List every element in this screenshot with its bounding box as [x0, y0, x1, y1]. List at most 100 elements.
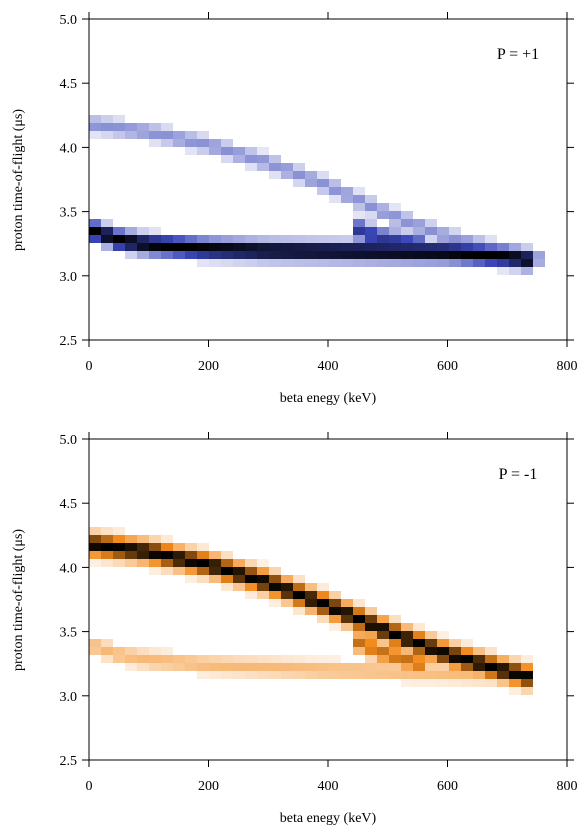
heatmap-cell [329, 259, 341, 267]
heatmap-cell [365, 623, 377, 631]
heatmap-cell [125, 551, 137, 559]
heatmap-cell [353, 251, 365, 259]
heatmap-cell [377, 211, 389, 219]
heatmap-cell [257, 591, 269, 599]
heatmap-cell [485, 259, 497, 267]
heatmap-cell [101, 639, 113, 647]
heatmap-cell [305, 171, 317, 179]
heatmap-cell [257, 559, 269, 567]
heatmap-cell [377, 615, 389, 623]
heatmap-cell [125, 655, 137, 663]
heatmap-cell [137, 131, 149, 139]
heatmap-cell [221, 235, 233, 243]
y-tick-label: 5.0 [60, 13, 78, 28]
y-tick-label: 2.5 [60, 754, 78, 769]
heatmap-cell [293, 607, 305, 615]
heatmap-cell [173, 243, 185, 251]
heatmap-cell [185, 551, 197, 559]
heatmap-cell [161, 655, 173, 663]
heatmap-cell [401, 211, 413, 219]
heatmap-cell [365, 203, 377, 211]
heatmap-cell [449, 663, 461, 671]
heatmap-cell [293, 235, 305, 243]
x-tick-label: 800 [557, 359, 578, 374]
heatmap-cell [149, 139, 161, 147]
heatmap-cell [113, 655, 125, 663]
heatmap-cell [437, 259, 449, 267]
heatmap-cell [509, 243, 521, 251]
y-tick-label: 3.5 [60, 626, 78, 641]
heatmap-cell [521, 243, 533, 251]
heatmap-cell [425, 259, 437, 267]
heatmap-cell [233, 243, 245, 251]
heatmap-cell [269, 583, 281, 591]
heatmap-cell [293, 171, 305, 179]
heatmap-cell [389, 615, 401, 623]
heatmap-cell [509, 267, 521, 275]
heatmap-cell [521, 679, 533, 687]
heatmap-cell [125, 543, 137, 551]
heatmap-cell [113, 559, 125, 567]
heatmap-cell [317, 235, 329, 243]
heatmap-cell [437, 663, 449, 671]
x-tick-label: 200 [198, 779, 219, 794]
heatmap-cell [341, 243, 353, 251]
heatmap-cell [173, 543, 185, 551]
heatmap-cell [377, 663, 389, 671]
heatmap-cell [353, 243, 365, 251]
heatmap-cell [425, 679, 437, 687]
heatmap-cell [281, 591, 293, 599]
heatmap-cell [149, 655, 161, 663]
heatmap-cell [305, 655, 317, 663]
heatmap-cell [293, 163, 305, 171]
heatmap-cell [497, 663, 509, 671]
y-tick-label: 2.5 [60, 334, 78, 349]
heatmap-cell [113, 235, 125, 243]
heatmap-cell [161, 123, 173, 131]
heatmap-cell [245, 235, 257, 243]
heatmap-cell [425, 647, 437, 655]
heatmap-cell [209, 251, 221, 259]
heatmap-cell [317, 607, 329, 615]
heatmap-cell [377, 235, 389, 243]
heatmap-cell [101, 123, 113, 131]
heatmap-cell [473, 655, 485, 663]
heatmap-cell [101, 219, 113, 227]
heatmap-cell [353, 639, 365, 647]
heatmap-cell [125, 251, 137, 259]
heatmap-cell [209, 551, 221, 559]
heatmap-cell [257, 655, 269, 663]
heatmap-cell [185, 251, 197, 259]
heatmap-cell [329, 179, 341, 187]
heatmap-cell [89, 227, 101, 235]
heatmap-cell [125, 243, 137, 251]
heatmap-cell [341, 251, 353, 259]
heatmap-cell [113, 527, 125, 535]
heatmap-cell [317, 615, 329, 623]
heatmap-cell [293, 583, 305, 591]
y-axis-ticks: 2.5 3.0 3.5 4.0 4.5 5.0 [60, 433, 574, 769]
heatmap-cell [389, 235, 401, 243]
heatmap-cell [125, 663, 137, 671]
heatmap-cell [401, 671, 413, 679]
heatmap-cell [329, 187, 341, 195]
heatmap-cell [185, 147, 197, 155]
heatmap-cell [389, 671, 401, 679]
heatmap-cell [389, 243, 401, 251]
heatmap-cell [461, 679, 473, 687]
heatmap-cell [437, 243, 449, 251]
heatmap-cell [149, 123, 161, 131]
heatmap-cell [497, 267, 509, 275]
heatmap-cell [137, 647, 149, 655]
heatmap-cell [281, 251, 293, 259]
heatmap-cell [137, 227, 149, 235]
top-panel: 0 200 400 600 800 2.53.03.54.04.55.0 P = +1 … [11, 12, 578, 406]
heatmap-cell [377, 243, 389, 251]
heatmap-cell [461, 663, 473, 671]
heatmap-cell [221, 551, 233, 559]
heatmap-cell [221, 251, 233, 259]
heatmap-cell [101, 551, 113, 559]
heatmap-cell [521, 671, 533, 679]
heatmap-cell [509, 663, 521, 671]
